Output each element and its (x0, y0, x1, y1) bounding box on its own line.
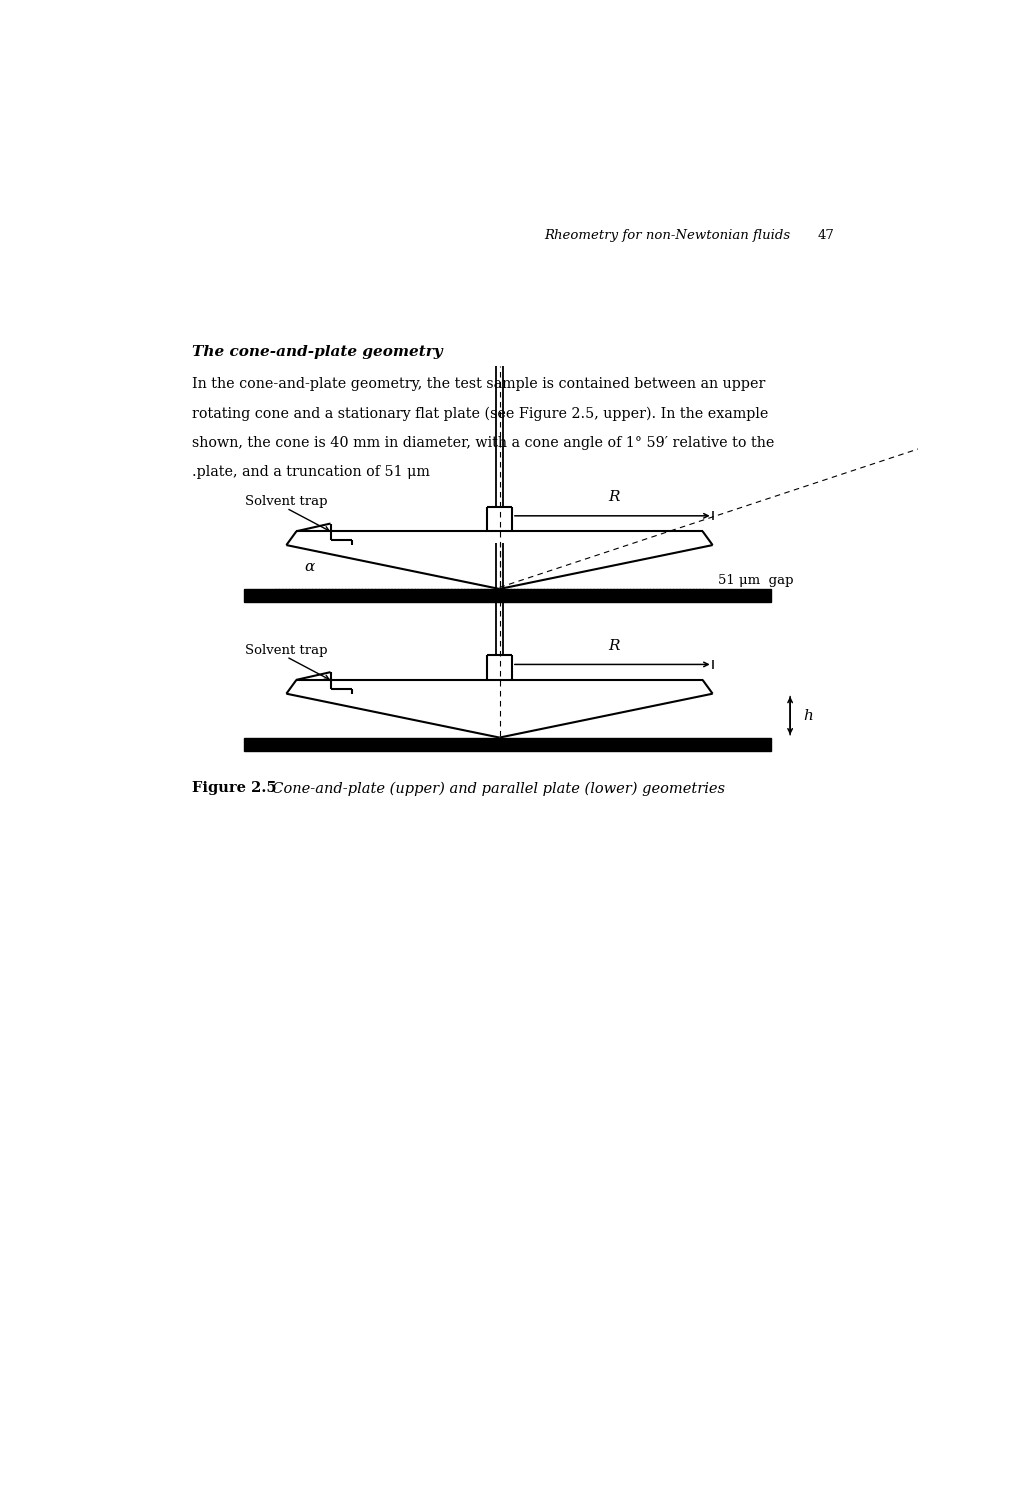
Text: 51 μm  gap: 51 μm gap (717, 574, 793, 588)
Bar (244, 589, 770, 603)
Text: In the cone-and-plate geometry, the test sample is contained between an upper: In the cone-and-plate geometry, the test… (192, 378, 764, 391)
Text: The cone-and-plate geometry: The cone-and-plate geometry (192, 345, 442, 359)
Text: h: h (803, 708, 812, 723)
Text: .plate, and a truncation of 51 μm: .plate, and a truncation of 51 μm (192, 466, 429, 479)
Text: R: R (608, 638, 620, 653)
Text: Solvent trap: Solvent trap (245, 644, 327, 658)
Text: Figure 2.5: Figure 2.5 (192, 781, 276, 796)
Bar (244, 738, 770, 750)
Text: shown, the cone is 40 mm in diameter, with a cone angle of 1° 59′ relative to th: shown, the cone is 40 mm in diameter, wi… (192, 436, 773, 449)
Text: Rheometry for non-Newtonian fluids: Rheometry for non-Newtonian fluids (543, 229, 790, 243)
Text: rotating cone and a stationary flat plate (see Figure 2.5, upper). In the exampl: rotating cone and a stationary flat plat… (192, 406, 767, 421)
Text: R: R (608, 490, 620, 504)
Text: Cone-and-plate (upper) and parallel plate (lower) geometries: Cone-and-plate (upper) and parallel plat… (263, 781, 725, 796)
Text: α: α (304, 559, 314, 573)
Text: 47: 47 (816, 229, 834, 243)
Text: Solvent trap: Solvent trap (245, 496, 327, 509)
